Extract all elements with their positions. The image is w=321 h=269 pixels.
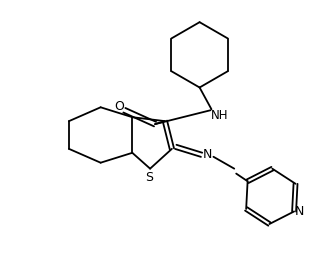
Text: N: N (203, 148, 212, 161)
Text: S: S (145, 171, 153, 184)
Text: O: O (115, 100, 124, 113)
Text: N: N (294, 205, 304, 218)
Text: NH: NH (211, 109, 228, 122)
